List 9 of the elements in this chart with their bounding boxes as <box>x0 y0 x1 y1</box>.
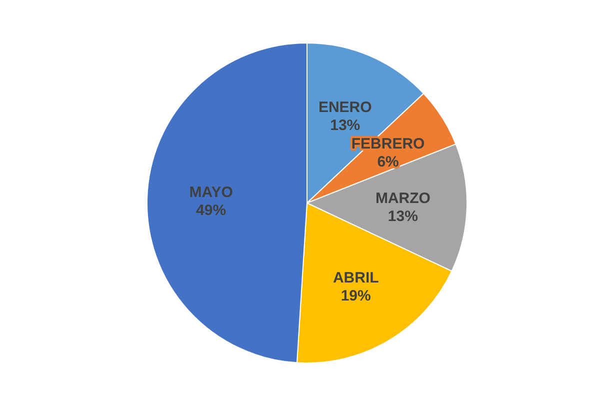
slice-label: MARZO <box>375 190 431 208</box>
data-label: 6% <box>377 154 399 171</box>
slice-label: ABRIL <box>332 270 379 287</box>
slice-label: ENERO <box>318 98 372 116</box>
data-label: 19% <box>340 288 371 305</box>
slice-label: MAYO <box>189 184 234 201</box>
data-label: 13% <box>330 116 360 134</box>
data-label: 49% <box>196 202 226 219</box>
data-label: 13% <box>388 208 418 226</box>
